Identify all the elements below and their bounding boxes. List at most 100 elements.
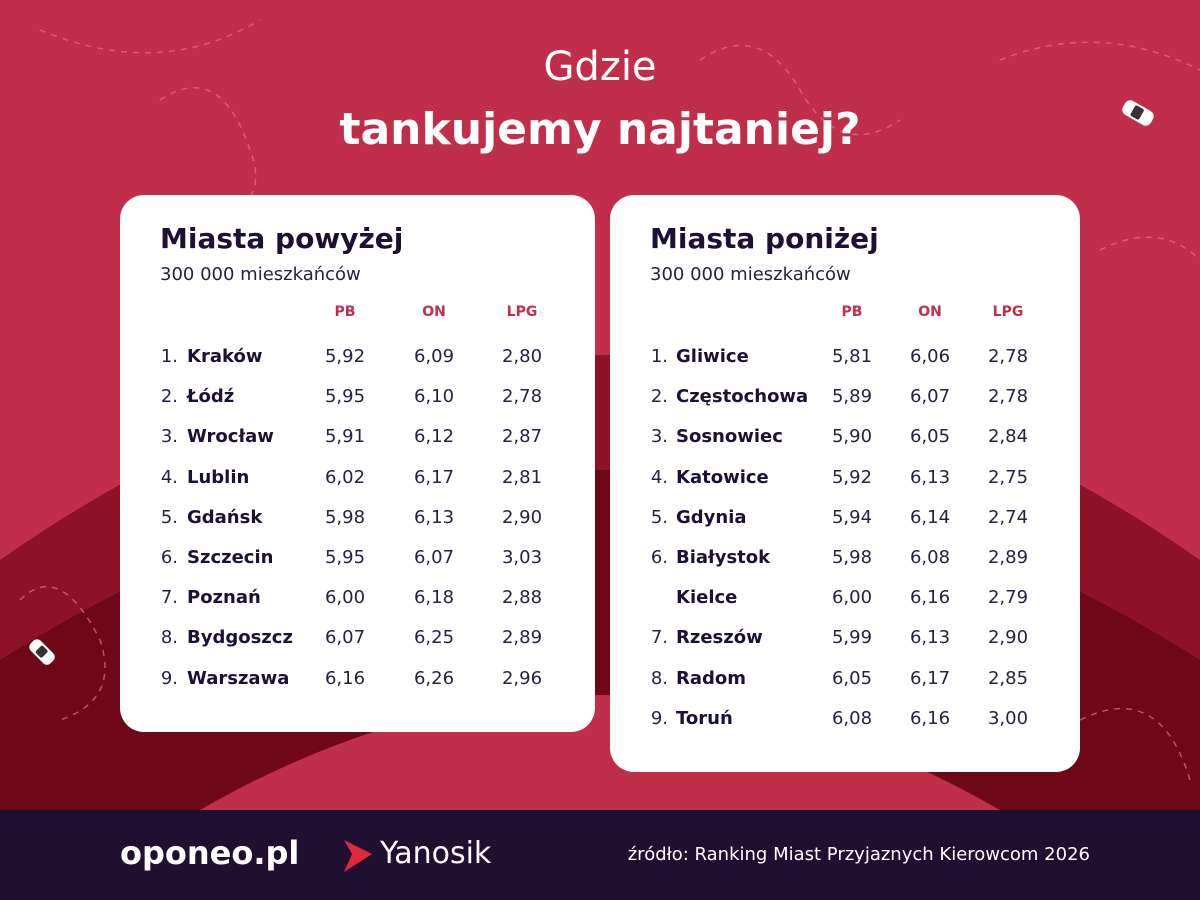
price: 6,14 bbox=[909, 506, 951, 528]
price: 5,90 bbox=[831, 426, 873, 448]
price: 2,85 bbox=[987, 667, 1029, 689]
rank: 3. bbox=[650, 426, 668, 448]
table-card bbox=[120, 195, 595, 732]
price: 2,87 bbox=[501, 426, 543, 448]
city: Kielce bbox=[676, 587, 738, 609]
city: Lublin bbox=[187, 466, 250, 488]
price: 6,08 bbox=[909, 547, 951, 568]
price: 5,98 bbox=[831, 547, 873, 568]
rank: 2. bbox=[160, 386, 178, 408]
price: 2,90 bbox=[987, 627, 1029, 649]
price: 6,26 bbox=[413, 667, 455, 689]
rank: 5. bbox=[160, 506, 178, 528]
table-subtitle: 300 000 mieszkańców bbox=[160, 264, 361, 285]
city: Poznań bbox=[187, 587, 261, 609]
price: 5,94 bbox=[831, 506, 873, 528]
price: 2,78 bbox=[987, 386, 1029, 408]
logo-icon bbox=[344, 840, 372, 872]
price: 3,03 bbox=[501, 547, 543, 568]
table-subtitle: 300 000 mieszkańców bbox=[650, 264, 851, 285]
price: 6,13 bbox=[909, 627, 951, 649]
column-header: LPG bbox=[992, 304, 1024, 320]
price: 3,00 bbox=[987, 707, 1029, 729]
price: 5,91 bbox=[324, 426, 366, 448]
rank: 8. bbox=[160, 627, 178, 649]
price: 6,07 bbox=[324, 627, 366, 649]
price: 5,98 bbox=[324, 506, 366, 528]
price: 5,92 bbox=[831, 466, 873, 488]
city: Łódź bbox=[187, 386, 235, 408]
logo-yanosik: Yanosik bbox=[380, 836, 492, 871]
price: 6,12 bbox=[413, 426, 455, 448]
logo-oponeo: oponeo.pl bbox=[120, 834, 300, 872]
price: 2,75 bbox=[987, 466, 1029, 488]
price: 6,00 bbox=[831, 587, 873, 609]
rank: 1. bbox=[160, 346, 178, 367]
column-header: ON bbox=[422, 304, 446, 320]
rank: 3. bbox=[160, 426, 178, 448]
city: Radom bbox=[676, 667, 747, 689]
price: 6,05 bbox=[831, 667, 873, 689]
column-header: ON bbox=[918, 304, 942, 320]
price: 2,74 bbox=[987, 506, 1029, 528]
price: 6,08 bbox=[831, 707, 873, 729]
price: 6,07 bbox=[909, 386, 951, 408]
price: 5,92 bbox=[324, 346, 366, 367]
price: 5,99 bbox=[831, 627, 873, 649]
price: 6,00 bbox=[324, 587, 366, 609]
price: 6,18 bbox=[413, 587, 455, 609]
price: 5,95 bbox=[324, 386, 366, 408]
price: 2,96 bbox=[501, 667, 543, 689]
rank: 8. bbox=[650, 667, 668, 689]
price: 2,78 bbox=[501, 386, 543, 408]
price: 2,89 bbox=[501, 627, 543, 649]
rank: 7. bbox=[160, 587, 178, 609]
price: 6,16 bbox=[324, 667, 366, 689]
price: 6,13 bbox=[909, 466, 951, 488]
price: 2,84 bbox=[987, 426, 1029, 448]
price: 6,07 bbox=[413, 547, 455, 568]
rank: 6. bbox=[650, 547, 668, 568]
table-card bbox=[610, 195, 1080, 772]
price: 2,79 bbox=[987, 587, 1029, 609]
rank: 4. bbox=[650, 466, 668, 488]
price: 5,95 bbox=[324, 547, 366, 568]
price: 2,88 bbox=[501, 587, 543, 609]
rank: 9. bbox=[160, 667, 178, 689]
price: 5,89 bbox=[831, 386, 873, 408]
city: Rzeszów bbox=[676, 627, 763, 649]
price: 6,06 bbox=[909, 346, 951, 367]
price: 2,80 bbox=[501, 346, 543, 367]
table-title: Miasta poniżej bbox=[650, 222, 879, 255]
city: Wrocław bbox=[187, 426, 274, 448]
rank: 2. bbox=[650, 386, 668, 408]
price: 5,81 bbox=[831, 346, 873, 367]
city: Częstochowa bbox=[676, 386, 809, 408]
price: 6,02 bbox=[324, 466, 366, 488]
table-title: Miasta powyżej bbox=[160, 222, 404, 255]
price: 6,13 bbox=[413, 506, 455, 528]
city: Toruń bbox=[676, 707, 733, 729]
rank: 9. bbox=[650, 707, 668, 729]
city: Gdynia bbox=[676, 506, 747, 528]
city: Szczecin bbox=[187, 547, 274, 568]
title-line-2: tankujemy najtaniej? bbox=[339, 104, 861, 155]
price: 2,81 bbox=[501, 466, 543, 488]
title-line-1: Gdzie bbox=[543, 44, 657, 90]
city: Gdańsk bbox=[187, 506, 263, 528]
price: 2,89 bbox=[987, 547, 1029, 568]
price: 2,90 bbox=[501, 506, 543, 528]
rank: 5. bbox=[650, 506, 668, 528]
rank: 1. bbox=[650, 346, 668, 367]
price: 6,16 bbox=[909, 707, 951, 729]
city: Warszawa bbox=[187, 667, 290, 689]
column-header: PB bbox=[334, 304, 356, 320]
price: 6,10 bbox=[413, 386, 455, 408]
rank: 4. bbox=[160, 466, 178, 488]
rank: 7. bbox=[650, 627, 668, 649]
price: 2,78 bbox=[987, 346, 1029, 367]
rank: 6. bbox=[160, 547, 178, 568]
city: Gliwice bbox=[676, 346, 749, 367]
footer: oponeo.pl Yanosik źródło: Ranking Miast … bbox=[0, 810, 1200, 900]
